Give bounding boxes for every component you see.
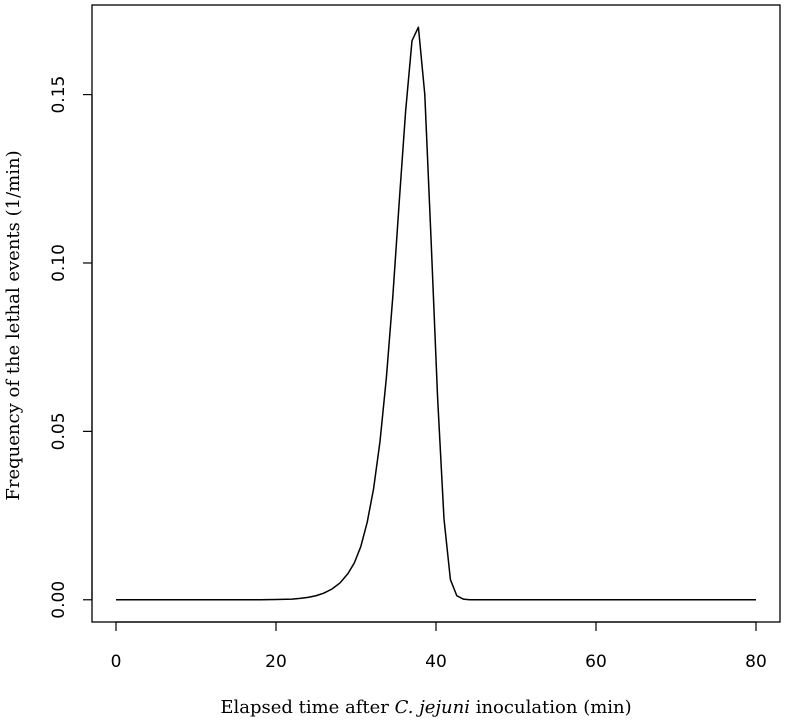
y-tick-label: 0.05 (49, 412, 69, 450)
y-tick-label: 0.15 (49, 76, 69, 114)
x-tick-label: 0 (111, 652, 122, 672)
series-line-lethal-frequency (116, 26, 756, 601)
x-tick-label: 80 (745, 652, 767, 672)
x-axis-title: Elapsed time after C. jejuni inoculation… (220, 697, 631, 718)
y-tick-label: 0.00 (49, 581, 69, 619)
x-tick-label: 40 (425, 652, 447, 672)
x-tick-label: 60 (585, 652, 607, 672)
y-tick-label: 0.10 (49, 244, 69, 282)
y-axis: 0.00 0.05 0.10 0.15 (49, 76, 93, 619)
y-axis-title: Frequency of the lethal events (1/min) (3, 150, 24, 500)
x-tick-label: 20 (265, 652, 287, 672)
plot-frame (91, 4, 781, 623)
x-axis: 0 20 40 60 80 (111, 621, 767, 672)
